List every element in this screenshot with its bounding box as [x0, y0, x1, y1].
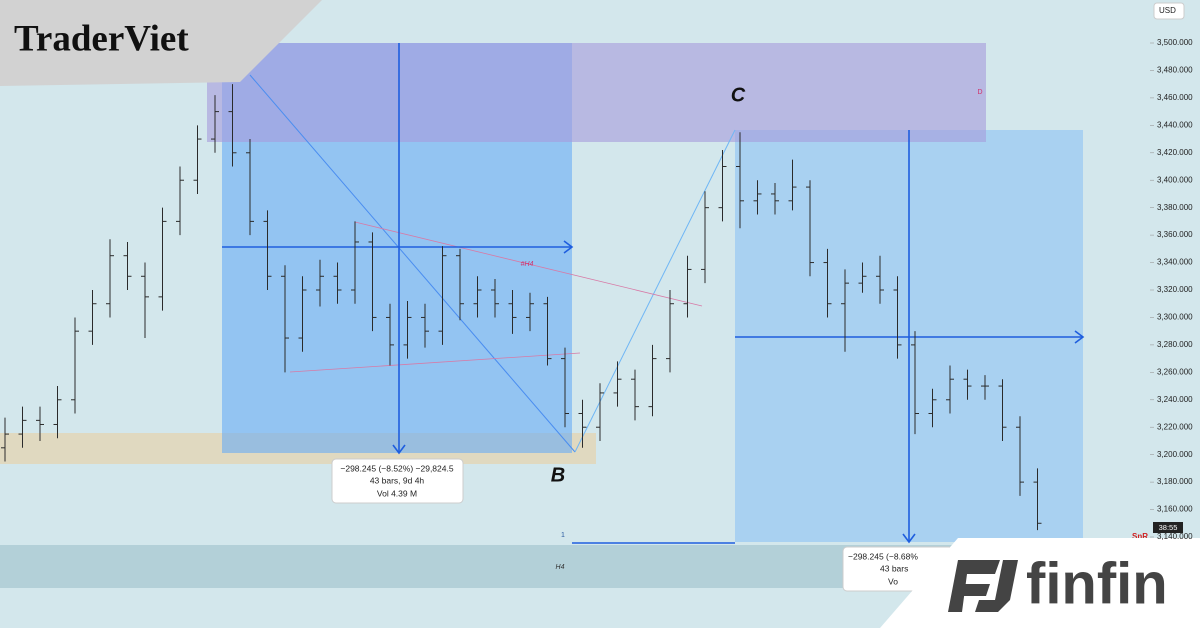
snr-label: SnR: [1132, 532, 1148, 541]
level-label: 1: [561, 532, 565, 539]
measure-text: −298.245 (−8.68%: [848, 551, 918, 561]
resistance-zone: [207, 43, 986, 142]
y-tick-label: 3,460.000: [1157, 93, 1193, 102]
wave-label: C: [731, 84, 746, 106]
y-tick-label: 3,440.000: [1157, 120, 1193, 129]
price-tag: [1153, 522, 1183, 533]
y-tick-label: 3,380.000: [1157, 203, 1193, 212]
measure-text: 43 bars, 9d 4h: [370, 475, 425, 485]
y-tick-label: 3,480.000: [1157, 66, 1193, 75]
pattern-label: #H4: [521, 261, 534, 268]
y-tick-label: 3,160.000: [1157, 505, 1193, 514]
logo: TraderViet: [14, 18, 189, 59]
y-tick-label: 3,320.000: [1157, 285, 1193, 294]
measure-text: Vo: [888, 576, 898, 586]
y-tick-label: 3,500.000: [1157, 38, 1193, 47]
wave-label: B: [551, 464, 565, 486]
pattern-line: [289, 352, 581, 373]
trend-line: [574, 129, 736, 453]
price-tag-text: 38:55: [1159, 523, 1178, 532]
measure-text: −298.245 (−8.52%) −29,824.5: [340, 463, 453, 473]
brand-icon: [948, 560, 1018, 612]
pane-label: H4: [556, 564, 565, 571]
y-tick-label: 3,340.000: [1157, 258, 1193, 267]
measure-text: Vol 4.39 M: [377, 488, 417, 498]
y-tick-label: 3,400.000: [1157, 175, 1193, 184]
logo-banner: [0, 0, 322, 86]
currency-button[interactable]: [1153, 2, 1185, 20]
y-tick-label: 3,260.000: [1157, 367, 1193, 376]
y-tick-label: 3,360.000: [1157, 230, 1193, 239]
zone-label: D: [977, 89, 982, 96]
trend-line: [249, 74, 576, 453]
y-tick-label: 3,140.000: [1157, 532, 1193, 541]
bars: [1, 84, 1042, 531]
y-tick-label: 3,180.000: [1157, 477, 1193, 486]
y-tick-label: 3,240.000: [1157, 395, 1193, 404]
currency-label: USD: [1159, 6, 1176, 15]
measure-text: 43 bars: [880, 563, 908, 573]
y-tick-label: 3,200.000: [1157, 450, 1193, 459]
pattern-line: [354, 221, 703, 307]
y-tick-label: 3,420.000: [1157, 148, 1193, 157]
brand-name: finfin: [1026, 551, 1168, 616]
y-tick-label: 3,300.000: [1157, 313, 1193, 322]
crosshair: [222, 43, 1085, 544]
y-tick-label: 3,280.000: [1157, 340, 1193, 349]
y-tick-label: 3,220.000: [1157, 422, 1193, 431]
measure-label: [331, 458, 464, 504]
